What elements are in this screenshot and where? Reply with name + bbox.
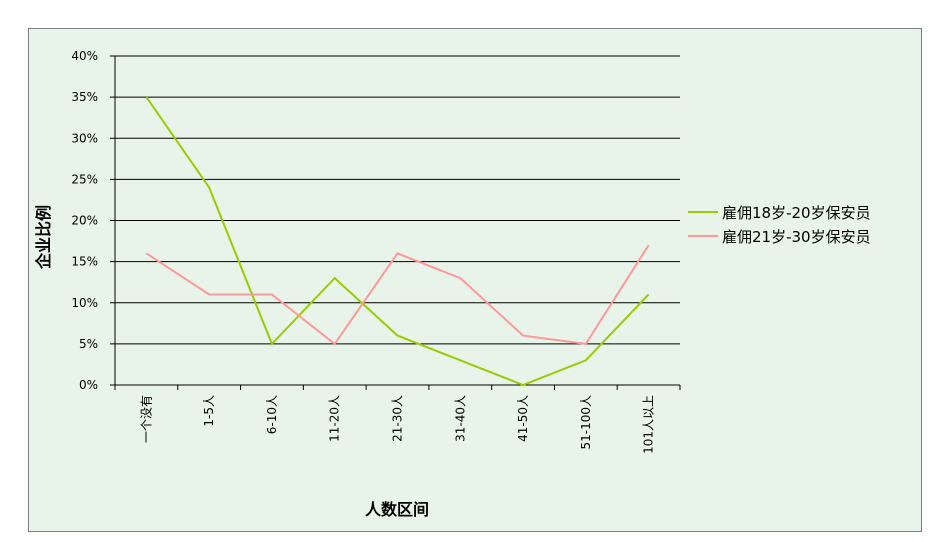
chart-frame (28, 28, 922, 532)
gridlines (110, 55, 680, 386)
x-axis-label: 人数区间 (365, 500, 429, 519)
x-tick-label: 一个没有 (138, 395, 153, 443)
series-lines (145, 96, 650, 387)
x-tick-labels: 一个没有 1-5人 6-10人 11-20人 21-30人 31-40人 41-50人 51-… (138, 395, 655, 454)
x-tick-label: 101人以上 (642, 395, 656, 454)
series-line-1 (145, 96, 650, 387)
y-tick-label: 35% (71, 90, 98, 104)
y-tick-label: 5% (79, 337, 98, 351)
y-axis-label: 企业比例 (34, 205, 53, 270)
y-tick-label: 30% (71, 131, 98, 145)
x-tick-label: 51-100人 (579, 395, 593, 450)
series-line-2 (145, 244, 650, 346)
x-tick-label: 21-30人 (391, 395, 405, 442)
axes (114, 56, 681, 390)
y-tick-labels: 0% 5% 10% 15% 20% 25% 30% 35% 40% (71, 49, 98, 392)
x-tick-label: 1-5人 (202, 395, 216, 427)
legend-label-1: 雇佣18岁-20岁保安员 (722, 204, 871, 222)
x-tick-label: 41-50人 (516, 395, 530, 442)
legend-label-2: 雇佣21岁-30岁保安员 (722, 228, 871, 246)
x-tick-label: 6-10人 (265, 395, 279, 434)
y-tick-label: 0% (79, 378, 98, 392)
y-tick-label: 10% (71, 296, 98, 310)
x-tick-label: 31-40人 (453, 395, 467, 442)
y-tick-label: 40% (71, 49, 98, 63)
y-tick-label: 20% (71, 214, 98, 228)
y-tick-label: 15% (71, 255, 98, 269)
x-tick-label: 11-20人 (328, 395, 342, 442)
y-tick-label: 25% (71, 172, 98, 186)
